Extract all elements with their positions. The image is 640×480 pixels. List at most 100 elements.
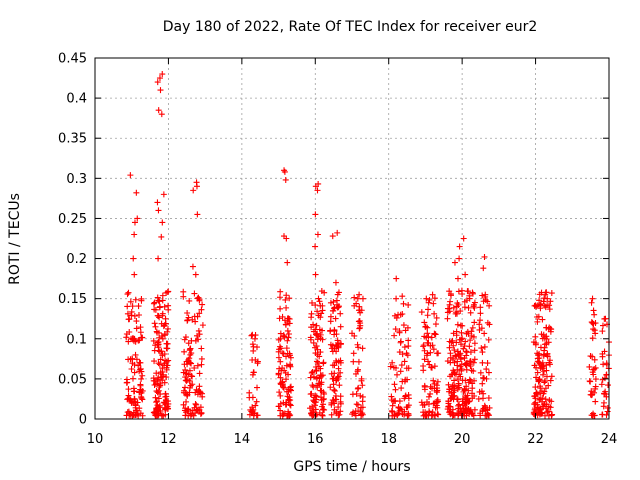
data-point: [480, 298, 487, 305]
data-point: [183, 377, 190, 384]
data-point: [485, 411, 492, 418]
data-point: [250, 343, 257, 350]
data-point: [434, 404, 441, 411]
data-point: [191, 313, 198, 320]
data-point: [321, 289, 328, 296]
data-point: [287, 383, 294, 390]
data-point: [429, 342, 436, 349]
data-point: [449, 383, 456, 390]
data-point: [127, 298, 134, 305]
data-point: [195, 327, 202, 334]
data-point: [431, 363, 438, 370]
data-point: [310, 339, 317, 346]
data-point: [548, 398, 555, 405]
data-point: [590, 366, 597, 373]
data-point: [531, 392, 538, 399]
data-point: [391, 381, 398, 388]
data-point: [455, 288, 462, 295]
data-point: [191, 364, 198, 371]
data-point: [539, 365, 546, 372]
data-point: [465, 387, 472, 394]
data-point: [540, 371, 547, 378]
data-point: [542, 291, 549, 298]
data-point: [199, 322, 206, 329]
data-point: [387, 363, 394, 370]
data-point: [335, 412, 342, 419]
data-point: [331, 370, 338, 377]
data-point: [480, 265, 487, 272]
data-point: [164, 328, 171, 335]
data-point: [151, 306, 158, 313]
data-point: [399, 293, 406, 300]
data-point: [127, 412, 134, 419]
data-point: [333, 377, 340, 384]
data-point: [309, 412, 316, 419]
data-point: [353, 390, 360, 397]
data-point: [321, 406, 328, 413]
data-point: [540, 298, 547, 305]
data-point: [399, 378, 406, 385]
data-point: [463, 399, 470, 406]
data-point: [461, 385, 468, 392]
data-point: [246, 389, 253, 396]
data-point: [155, 107, 162, 114]
data-point: [478, 345, 485, 352]
data-point: [451, 377, 458, 384]
data-point: [281, 317, 288, 324]
data-point: [333, 331, 340, 338]
data-point: [545, 339, 552, 346]
data-point: [425, 358, 432, 365]
data-point: [196, 383, 203, 390]
data-point: [165, 400, 172, 407]
data-point: [359, 411, 366, 418]
data-point: [476, 321, 483, 328]
data-point: [591, 366, 598, 373]
data-point: [480, 390, 487, 397]
data-point: [429, 411, 436, 418]
data-point: [127, 172, 134, 179]
data-point: [155, 255, 162, 262]
data-point: [457, 308, 464, 315]
data-point: [157, 391, 164, 398]
data-point: [154, 199, 161, 206]
data-point: [328, 411, 335, 418]
data-point: [462, 271, 469, 278]
data-point: [150, 377, 157, 384]
data-point: [331, 326, 338, 333]
data-point: [447, 359, 454, 366]
data-point: [131, 396, 138, 403]
data-point: [194, 295, 201, 302]
data-point: [124, 291, 131, 298]
data-point: [451, 387, 458, 394]
data-point: [395, 404, 402, 411]
data-point: [180, 293, 187, 300]
data-point: [284, 327, 291, 334]
data-point: [132, 404, 139, 411]
data-point: [459, 335, 466, 342]
data-point: [397, 338, 404, 345]
data-point: [456, 243, 463, 250]
data-point: [539, 316, 546, 323]
data-point: [318, 403, 325, 410]
data-point: [600, 403, 607, 410]
data-point: [161, 332, 168, 339]
data-point: [537, 344, 544, 351]
data-point: [600, 361, 607, 368]
data-point: [403, 350, 410, 357]
data-point: [314, 359, 321, 366]
data-point: [330, 381, 337, 388]
data-point: [590, 320, 597, 327]
data-point: [162, 357, 169, 364]
data-point: [454, 275, 461, 282]
data-point: [192, 271, 199, 278]
data-point: [536, 297, 543, 304]
data-point: [315, 295, 322, 302]
data-point: [125, 356, 132, 363]
data-point: [587, 378, 594, 385]
data-point: [422, 409, 429, 416]
data-point: [124, 303, 131, 310]
data-point: [314, 330, 321, 337]
data-point: [471, 356, 478, 363]
data-point: [392, 326, 399, 333]
